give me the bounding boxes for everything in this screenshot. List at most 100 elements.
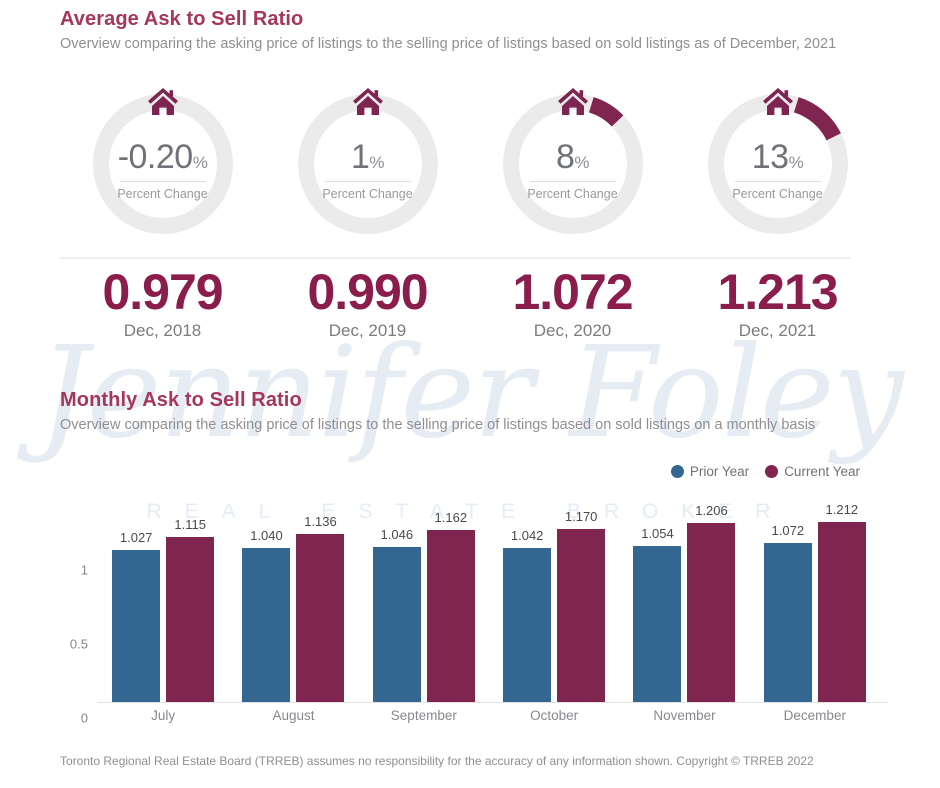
bar-september-current-year[interactable]: 1.162 [426,510,475,702]
stat-value-1: 0.979 [102,264,223,320]
bar-fill [372,547,421,702]
bar-value-label: 1.162 [434,509,468,525]
gauge-row: -0.20% Percent Change 1% Percent Change 8% Pe… [60,88,880,247]
stat-label-2: Dec, 2019 [328,320,407,340]
stat-card-2: 0.990 Dec, 2019 [265,266,470,356]
stat-row: 0.979 Dec, 2018 0.990 Dec, 2019 1.072 Dec, 20… [60,266,880,356]
bar-october-current-year[interactable]: 1.170 [557,509,606,702]
bar-group-5: 1.054 1.206 [619,502,749,702]
bar-december-prior-year[interactable]: 1.072 [763,523,812,702]
y-tick-1: 0.5 [69,636,88,652]
stat-value-2: 0.990 [307,264,428,320]
gauge-number: 13 [751,138,789,176]
bar-fill [503,547,552,702]
x-label-october: October [530,708,579,723]
gauge-label-1: Percent Change [117,187,208,201]
stat-label-3: Dec, 2020 [533,320,612,340]
bar-value-label: 1.042 [510,527,544,543]
y-axis: 0 0.5 1 [60,502,94,725]
stat-card-3: 1.072 Dec, 2020 [470,266,675,356]
bar-value-label: 1.040 [250,527,283,543]
gauge-label-4: Percent Change [732,187,823,201]
bar-october-prior-year[interactable]: 1.042 [503,528,552,702]
footer-disclaimer: Toronto Regional Real Estate Board (TRRE… [60,754,814,768]
bar-fill [426,529,475,702]
bar-september-prior-year[interactable]: 1.046 [372,527,421,702]
x-label-august: August [272,708,315,723]
x-axis-baseline [98,702,888,703]
bar-group-4: 1.042 1.170 [489,502,619,702]
bar-fill [633,545,682,702]
bar-value-label: 1.206 [695,503,728,519]
gauge-card-2: 1% Percent Change [265,88,470,247]
bar-value-label: 1.136 [304,513,337,529]
monthly-section-header: Monthly Ask to Sell Ratio Overview compa… [60,389,875,436]
y-tick-2: 1 [80,562,88,578]
bar-group-1: 1.027 1.115 [98,502,228,702]
gauge-unit: % [788,153,804,172]
gauge-value-3: 8% [470,140,675,174]
gauge-value-1: -0.20% [60,140,265,174]
bar-value-label: 1.046 [380,527,414,543]
bar-fill [296,533,345,702]
gauge-card-4: 13% Percent Change [675,88,880,247]
legend-label: Prior Year [689,464,750,479]
monthly-subtitle: Overview comparing the asking price of l… [60,417,816,433]
legend-item-2[interactable]: Current Year [765,464,860,479]
x-label-december: December [783,708,846,723]
gauge-label-2: Percent Change [322,187,413,201]
x-label-september: September [390,708,457,723]
stat-value-3: 1.072 [512,264,633,320]
gauge-rule [529,181,616,182]
gauge-value-4: 13% [675,140,880,174]
bar-july-current-year[interactable]: 1.115 [166,517,215,702]
gauge-label-3: Percent Change [527,187,618,201]
stat-value-4: 1.213 [717,264,838,320]
bar-november-current-year[interactable]: 1.206 [687,503,736,702]
legend-swatch-icon [670,465,684,478]
legend-label: Current Year [784,464,860,479]
bar-group-6: 1.072 1.212 [750,502,880,702]
plot-area: 1.027 1.115 1.040 1.136 1.046 1.162 1.042 1.170… [98,502,880,702]
gauge-number: -0.20 [117,138,194,176]
bar-value-label: 1.212 [825,502,859,518]
gauge-rule [119,181,206,182]
bar-november-prior-year[interactable]: 1.054 [633,526,682,702]
gauge-value-2: 1% [265,140,470,174]
bar-group-2: 1.040 1.136 [228,502,358,702]
stat-card-4: 1.213 Dec, 2021 [675,266,880,356]
page-title: Average Ask to Sell Ratio [60,8,304,30]
bar-december-current-year[interactable]: 1.212 [817,502,866,702]
section-divider [60,257,850,259]
bar-fill [817,522,866,702]
gauge-rule [734,181,821,182]
average-section-header: Average Ask to Sell Ratio Overview compa… [60,8,875,55]
bar-group-3: 1.046 1.162 [359,502,489,702]
stat-label-1: Dec, 2018 [123,320,202,340]
bar-fill [687,523,736,702]
bar-fill [242,547,291,702]
bar-fill [763,543,812,702]
gauge-card-3: 8% Percent Change [470,88,675,247]
bar-value-label: 1.072 [771,523,805,539]
bar-august-current-year[interactable]: 1.136 [296,514,345,702]
x-label-november: November [653,708,716,723]
legend-swatch-icon [765,465,779,478]
bar-value-label: 1.054 [641,525,674,541]
y-tick-0: 0 [80,710,88,726]
legend-item-1[interactable]: Prior Year [670,464,750,479]
chart-legend: Prior Year Current Year [670,464,860,479]
monthly-bar-chart: 0 0.5 1 1.027 1.115 1.040 1.136 1.046 1.162 1.04… [60,486,888,731]
stat-card-1: 0.979 Dec, 2018 [60,266,265,356]
gauge-unit: % [192,153,208,172]
gauge-number: 1 [350,138,370,176]
gauge-rule [324,181,411,182]
x-label-july: July [151,708,176,723]
gauge-unit: % [574,153,590,172]
bar-value-label: 1.170 [564,508,598,524]
bar-august-prior-year[interactable]: 1.040 [242,528,291,702]
bar-july-prior-year[interactable]: 1.027 [112,530,161,702]
bar-value-label: 1.027 [119,529,153,545]
stat-label-4: Dec, 2021 [738,320,817,340]
bar-fill [112,549,161,702]
